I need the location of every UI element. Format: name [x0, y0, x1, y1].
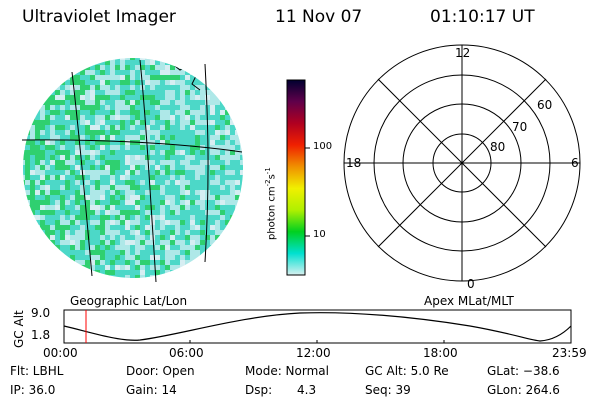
seq-status: Seq: 39: [365, 383, 411, 397]
mlt-label-0: 0: [467, 277, 475, 291]
colorbar-tick-label: 10: [313, 229, 326, 240]
altitude-x-ticks: [63, 340, 572, 343]
time-tick-2359: 23:59: [552, 346, 587, 360]
polar-grid: [343, 44, 581, 282]
gc-alt-status: GC Alt: 5.0 Re: [365, 364, 449, 378]
ip-status: IP: 36.0: [10, 383, 56, 397]
mlat-label-70: 70: [512, 120, 528, 134]
dsp-label: Dsp:: [245, 383, 273, 397]
coastline: [199, 59, 231, 87]
altitude-plot-frame: [63, 309, 572, 344]
time-tick-1800: 18:00: [423, 346, 458, 360]
filter-status: Flt: LBHL: [10, 364, 64, 378]
colorbar-unit-label: photon cm-2s-1: [264, 167, 278, 240]
observation-time: 01:10:17 UT: [430, 7, 535, 27]
mlat-label-60: 60: [537, 98, 553, 112]
altitude-tick-1-8: 1.8: [31, 328, 51, 342]
time-tick-0000: 00:00: [43, 346, 78, 360]
door-status: Door: Open: [126, 364, 195, 378]
altitude-axis-label: GC Alt: [12, 310, 26, 348]
instrument-title: Ultraviolet Imager: [22, 7, 176, 27]
altitude-curve: [63, 312, 572, 342]
mlat-label-80: 80: [490, 140, 506, 154]
uv-image-disc: [23, 58, 243, 278]
colorbar: [286, 79, 306, 276]
mlt-label-12: 12: [455, 46, 471, 60]
dsp-value: 4.3: [297, 383, 317, 397]
glon-status: GLon: 264.6: [487, 383, 560, 397]
map-caption: Geographic Lat/Lon: [70, 294, 188, 308]
mlt-label-18: 18: [346, 156, 362, 170]
time-tick-0600: 06:00: [169, 346, 204, 360]
geographic-grid: [21, 59, 243, 283]
mlt-label-6: 6: [571, 156, 579, 170]
observation-date: 11 Nov 07: [275, 7, 363, 27]
mode-status: Mode: Normal: [245, 364, 329, 378]
altitude-tick-9: 9.0: [31, 306, 51, 320]
uv-intensity-pixels: [23, 58, 243, 278]
polar-caption: Apex MLat/MLT: [424, 294, 514, 308]
gain-status: Gain: 14: [126, 383, 177, 397]
glat-status: GLat: −38.6: [487, 364, 560, 378]
colorbar-tick-label: 100: [313, 141, 333, 152]
time-tick-1200: 12:00: [296, 346, 331, 360]
